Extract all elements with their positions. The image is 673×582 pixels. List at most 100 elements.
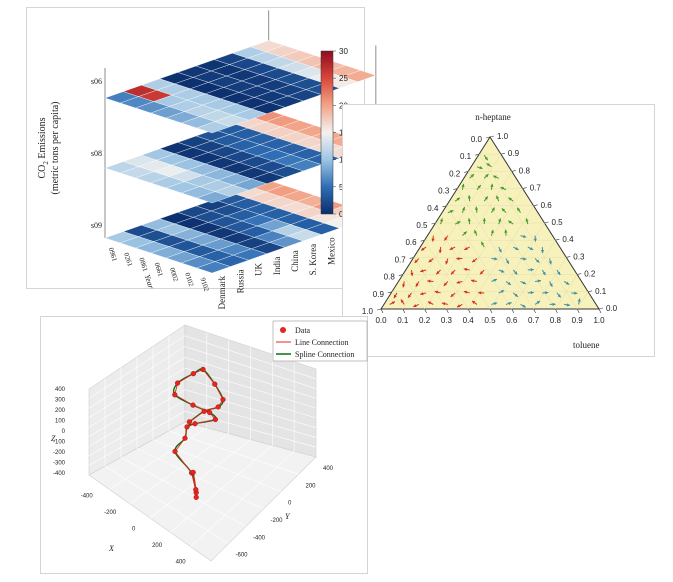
x-tick-label: 400 xyxy=(176,559,187,565)
vector-arrowhead-green xyxy=(508,220,512,224)
data-point xyxy=(190,469,196,476)
vector-arrowhead-green xyxy=(498,218,502,222)
vector-arrowhead-green xyxy=(474,230,478,234)
left-tick-label: 0.6 xyxy=(405,238,417,247)
vector-arrowhead-red xyxy=(450,271,455,275)
heatmap-3d-chart: s09 s08 s06 0961 0261 0861 0661 0002 0102 9102 Yea… xyxy=(37,10,377,309)
vector-arrowhead-green xyxy=(508,197,512,201)
bottom-tick-label: 0.2 xyxy=(419,316,431,325)
bottom-tick-label: 0.7 xyxy=(528,316,540,325)
country-label: S. Korea xyxy=(308,244,318,275)
data-point xyxy=(207,409,213,416)
bottom-tick xyxy=(489,308,493,314)
colorbar-tick-label: 5 xyxy=(339,183,344,192)
legend-label-spline: Spline Connection xyxy=(295,350,354,359)
right-tick xyxy=(555,238,560,241)
right-tick-label: 0.0 xyxy=(606,304,618,313)
data-point xyxy=(172,392,178,398)
right-tick xyxy=(533,204,538,207)
colorbar-tick-label: 25 xyxy=(339,74,348,83)
ternary-panel: 0.0 1.0 1.0 0.1 0.9 0.9 0.2 0.8 0.8 0.3 0.7 0.7 0.4 0… xyxy=(342,104,655,357)
z-tick-label: 0 xyxy=(62,429,66,435)
layer-label: s06 xyxy=(91,77,102,86)
vector-arrowhead-teal xyxy=(514,271,518,275)
vector-arrowhead-teal xyxy=(493,278,497,282)
vector-arrowhead-green xyxy=(482,218,486,222)
vector-arrowhead-teal xyxy=(540,249,545,254)
data-point xyxy=(193,487,199,493)
vector-arrowhead-teal xyxy=(530,268,534,272)
left-tick-label: 0.3 xyxy=(438,187,450,196)
z-tick-label: -100 xyxy=(53,440,66,446)
ternary-gridline xyxy=(511,240,556,310)
vector-arrowhead-teal xyxy=(500,290,505,294)
vector-arrowhead-red xyxy=(431,238,435,242)
z-tick-label: -400 xyxy=(53,471,66,477)
vector-arrowhead-green xyxy=(491,207,495,211)
vector-arrowhead-teal xyxy=(493,302,498,306)
vector-arrowhead-teal xyxy=(507,281,511,285)
vector-arrowhead-red xyxy=(427,301,432,305)
left-tick xyxy=(409,257,414,259)
data-point xyxy=(200,366,206,373)
y-tick-label: -600 xyxy=(236,553,249,559)
vector-arrowhead-red xyxy=(456,280,460,284)
right-tick-label: 0.4 xyxy=(562,235,574,244)
bottom-tick xyxy=(533,308,536,314)
year-tick-label: 0261 xyxy=(122,252,134,268)
vector-arrowhead-green xyxy=(474,206,479,210)
layer-label: s08 xyxy=(91,149,102,158)
left-tick xyxy=(376,308,382,311)
left-tick xyxy=(485,136,491,139)
left-tick-label: 0.4 xyxy=(427,204,439,213)
right-tick xyxy=(598,307,604,310)
heatmap-3d-panel: s09 s08 s06 0961 0261 0861 0661 0002 0102 9102 Yea… xyxy=(26,7,377,309)
left-tick xyxy=(398,274,403,276)
heatmap-layer-s09 xyxy=(104,180,377,274)
right-tick-label: 0.3 xyxy=(573,252,585,261)
vector-arrowhead-red xyxy=(393,294,397,299)
ternary-gridline xyxy=(555,274,578,310)
bottom-tick xyxy=(555,308,558,314)
year-tick-label: 0661 xyxy=(153,262,165,278)
left-tick xyxy=(442,205,447,208)
left-tick xyxy=(475,153,480,156)
country-label: India xyxy=(272,257,282,276)
vector-arrowhead-teal xyxy=(500,269,505,273)
ternary-gridline xyxy=(435,222,491,310)
left-tick-label: 0.2 xyxy=(449,169,461,178)
heatmap-layer-s06 xyxy=(104,40,377,134)
country-label: Denmark xyxy=(217,275,227,309)
vector-arrowhead-teal xyxy=(565,281,570,285)
year-tick-label: 0961 xyxy=(107,247,119,263)
left-tick-label: 0.0 xyxy=(471,135,483,144)
ternary-gridline xyxy=(424,240,469,310)
right-tick-label: 0.9 xyxy=(508,149,520,158)
bottom-tick-label: 0.6 xyxy=(506,316,518,325)
vector-arrowhead-teal xyxy=(523,234,527,238)
vector-arrowhead-green xyxy=(457,221,461,225)
vector-arrowhead-green xyxy=(486,163,490,167)
vector-arrowhead-teal xyxy=(508,301,512,306)
left-tick xyxy=(420,239,425,242)
vector-arrowhead-teal xyxy=(529,246,534,250)
vector-arrowhead-green xyxy=(484,156,488,161)
spiral-3d-panel: 400 300 200 100 0 -100 -200 -300 -400 Z -400 -200 0 2… xyxy=(40,316,368,574)
y-tick-label: 400 xyxy=(323,466,334,472)
vector-arrowhead-teal xyxy=(536,259,540,263)
data-point xyxy=(184,424,190,430)
vector-arrowhead-green xyxy=(496,195,500,200)
vector-arrowhead-green xyxy=(525,218,529,222)
legend-data-marker xyxy=(280,327,286,333)
vector-arrowhead-red xyxy=(414,259,418,263)
vector-arrowhead-red xyxy=(407,294,412,298)
ternary-gridline xyxy=(457,188,534,310)
left-tick xyxy=(431,222,436,225)
bottom-tick xyxy=(424,308,427,314)
data-point xyxy=(193,494,199,500)
y-tick-label: -200 xyxy=(271,518,284,524)
right-tick-label: 0.6 xyxy=(541,201,553,210)
bottom-tick-label: 0.1 xyxy=(397,316,409,325)
colorbar-tick-label: 30 xyxy=(339,47,348,56)
vector-arrowhead-red xyxy=(415,283,419,287)
